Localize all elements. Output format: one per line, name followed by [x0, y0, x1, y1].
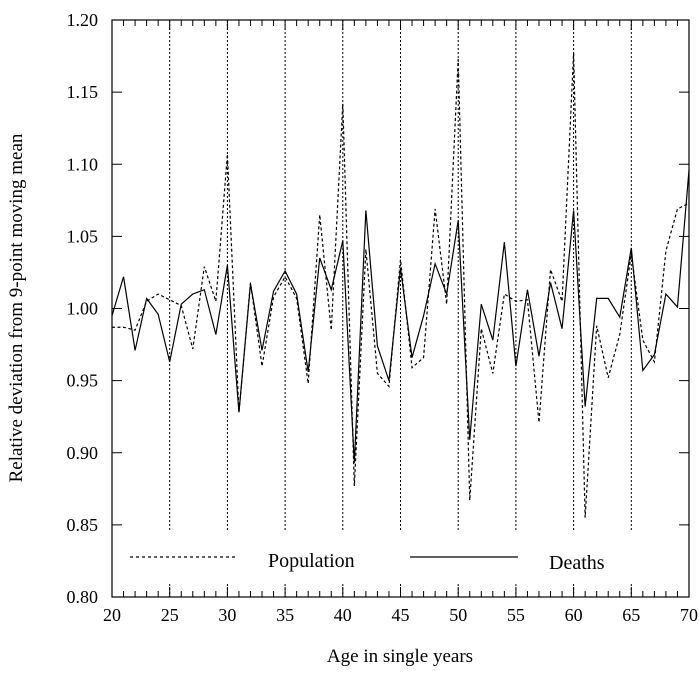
legend-label-population: Population	[268, 550, 355, 572]
y-tick-label: 0.90	[67, 443, 99, 463]
y-axis-title: Relative deviation from 9-point moving m…	[6, 133, 27, 482]
y-tick-label: 0.85	[67, 515, 99, 535]
x-tick-label: 65	[622, 605, 640, 625]
y-tick-label: 1.20	[67, 10, 99, 30]
x-tick-label: 35	[276, 605, 294, 625]
y-tick-label: 1.00	[67, 299, 99, 319]
reference-lines	[169, 20, 632, 597]
x-tick-label: 25	[161, 605, 179, 625]
x-tick-label: 20	[103, 605, 121, 625]
x-tick-label: 40	[334, 605, 352, 625]
x-tick-label: 60	[565, 605, 583, 625]
series-line-deaths	[111, 169, 690, 463]
y-tick-label: 0.80	[67, 587, 99, 607]
legend-label-deaths: Deaths	[549, 552, 605, 574]
x-tick-label: 45	[392, 605, 410, 625]
series-lines	[111, 53, 690, 518]
x-tick-label: 50	[449, 605, 467, 625]
y-tick-label: 1.10	[67, 154, 99, 174]
axis-ticks: 20 25 30 35 40 45 50 55 60 65 70 0.80 0.85 0.90 0.95 1.…	[67, 10, 699, 625]
legend: Population Deaths	[130, 550, 605, 574]
y-tick-label: 0.95	[67, 371, 99, 391]
x-tick-label: 30	[218, 605, 236, 625]
x-axis-title: Age in single years	[327, 646, 473, 667]
y-tick-label: 1.15	[67, 82, 99, 102]
series-line-population	[112, 53, 690, 518]
y-tick-label: 1.05	[67, 226, 99, 246]
x-tick-label: 70	[680, 605, 698, 625]
x-tick-label: 55	[507, 605, 525, 625]
